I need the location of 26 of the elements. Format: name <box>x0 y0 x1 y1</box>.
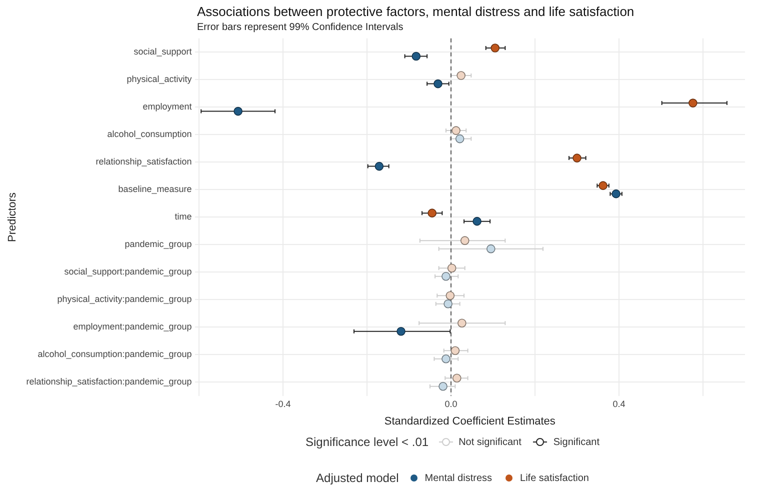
chart-subtitle: Error bars represent 99% Confidence Intervals <box>197 22 404 33</box>
y-tick-label: pandemic_group <box>124 239 192 250</box>
text: Not significant <box>458 436 522 448</box>
x-tick-label: -0.4 <box>275 398 291 409</box>
y-tick-label: relationship_satisfaction:pandemic_group <box>26 376 192 387</box>
text: Significance level < .01 <box>305 435 429 449</box>
y-tick-label: time <box>174 212 192 222</box>
chart-title: Associations between protective factors, mental distress and life satisfaction <box>197 4 634 19</box>
y-tick-label: relationship_satisfaction <box>96 156 192 167</box>
x-tick-label: 0.4 <box>612 398 626 409</box>
legend-title: Adjusted model <box>316 471 399 485</box>
x-axis-title: Standardized Coefficient Estimates <box>384 415 556 428</box>
y-tick-label: social_support <box>134 46 192 57</box>
y-tick-label: employment <box>142 102 192 112</box>
y-tick-label: social_support:pandemic_group <box>64 266 192 277</box>
y-tick-label: physical_activity:pandemic_group <box>57 294 192 304</box>
legend-label: Mental distress <box>424 472 492 484</box>
y-tick-label: baseline_measure <box>118 184 192 194</box>
y-tick-label: employment:pandemic_group <box>73 322 192 332</box>
y-tick-label: alcohol_consumption <box>107 129 192 140</box>
legend-label: Life satisfaction <box>520 472 589 484</box>
y-tick-label: alcohol_consumption:pandemic_group <box>38 349 192 360</box>
y-axis-title: Predictors <box>6 192 19 242</box>
x-tick-label: 0.0 <box>444 398 458 409</box>
y-tick-label: physical_activity <box>126 74 192 84</box>
text: Significant <box>553 436 600 448</box>
